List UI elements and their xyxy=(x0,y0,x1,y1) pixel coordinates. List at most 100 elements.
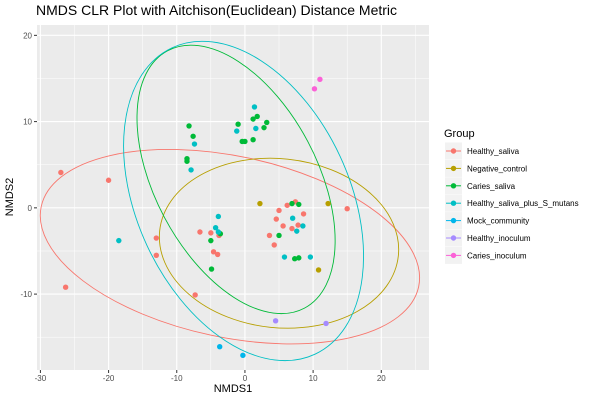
point-healthy-saliva xyxy=(210,249,217,255)
legend-label: Healthy_inoculum xyxy=(467,234,531,243)
point-healthy-saliva xyxy=(153,235,160,241)
x-tick-label: -30 xyxy=(35,374,47,383)
y-tick-label: 0 xyxy=(28,204,33,213)
x-axis-title: NMDS1 xyxy=(214,383,253,395)
x-tick-label: -10 xyxy=(171,374,183,383)
point-healthy-saliva-plus-s-mutans xyxy=(191,141,198,147)
legend-key-point xyxy=(450,165,457,172)
point-healthy-saliva-plus-s-mutans xyxy=(307,254,314,260)
ellipse-negative-control xyxy=(158,157,400,329)
point-healthy-saliva xyxy=(214,251,221,258)
ellipse-healthy-saliva xyxy=(39,148,421,345)
grid-lines xyxy=(37,25,429,370)
point-healthy-saliva-plus-s-mutans xyxy=(116,237,122,244)
point-healthy-inoculum xyxy=(272,318,279,324)
point-healthy-saliva-plus-s-mutans xyxy=(215,229,222,235)
legend: Group Healthy_saliva Negative_control Cari… xyxy=(444,128,579,264)
plot-panel xyxy=(37,25,429,370)
point-caries-saliva xyxy=(261,124,267,131)
point-caries-saliva xyxy=(254,113,260,120)
point-healthy-saliva-plus-s-mutans xyxy=(289,215,296,221)
point-caries-saliva xyxy=(208,266,215,272)
point-healthy-saliva xyxy=(105,177,112,183)
point-healthy-saliva xyxy=(153,252,160,258)
legend-key-point xyxy=(450,200,457,206)
x-tick-label: -20 xyxy=(103,374,115,383)
legend-key-point xyxy=(450,183,457,189)
point-healthy-saliva-plus-s-mutans xyxy=(294,228,300,234)
point-caries-saliva xyxy=(190,133,196,139)
point-caries-saliva xyxy=(242,138,248,145)
point-caries-saliva xyxy=(276,232,282,239)
point-healthy-saliva xyxy=(284,202,290,208)
point-healthy-saliva-plus-s-mutans xyxy=(300,223,306,229)
legend-item-healthy-saliva-plus-s-mutans: Healthy_saliva_plus_S_mutans xyxy=(445,194,579,212)
legend-key-point xyxy=(450,235,457,241)
confidence-ellipses xyxy=(39,40,421,362)
legend-label: Caries_saliva xyxy=(467,182,516,191)
point-healthy-saliva-plus-s-mutans xyxy=(253,125,259,132)
point-negative-control xyxy=(257,200,263,207)
axis-ticks: -30 -20 -10 0 10 20 -10 0 10 20 xyxy=(20,31,386,383)
y-tick-label: 20 xyxy=(23,31,32,40)
legend-item-healthy-inoculum: Healthy_inoculum xyxy=(445,229,531,247)
point-caries-saliva xyxy=(296,201,302,208)
point-healthy-saliva xyxy=(273,216,279,222)
point-healthy-saliva xyxy=(289,225,295,232)
point-healthy-saliva xyxy=(280,223,286,229)
point-caries-saliva xyxy=(291,256,298,262)
point-healthy-saliva-plus-s-mutans xyxy=(234,128,240,134)
data-points xyxy=(58,76,350,359)
point-healthy-saliva xyxy=(62,284,69,290)
legend-item-healthy-saliva: Healthy_saliva xyxy=(445,142,520,160)
y-tick-label: -10 xyxy=(20,290,32,299)
chart-title: NMDS CLR Plot with Aitchison(Euclidean) … xyxy=(36,2,397,18)
point-healthy-saliva xyxy=(300,211,307,217)
legend-label: Healthy_saliva_plus_S_mutans xyxy=(467,199,579,208)
legend-item-negative-control: Negative_control xyxy=(445,159,527,177)
point-healthy-saliva xyxy=(266,232,273,239)
point-negative-control xyxy=(315,267,322,273)
point-caries-saliva xyxy=(208,237,214,244)
legend-key-point xyxy=(450,148,457,154)
y-axis-title: NMDS2 xyxy=(4,178,16,217)
point-caries-saliva xyxy=(296,255,302,261)
point-healthy-saliva-plus-s-mutans xyxy=(251,104,258,110)
legend-item-mock-community: Mock_community xyxy=(445,212,529,230)
point-healthy-saliva xyxy=(344,206,350,212)
legend-label: Healthy_saliva xyxy=(467,147,520,156)
point-mock-community xyxy=(217,344,223,350)
point-caries-saliva xyxy=(289,200,295,207)
point-healthy-saliva-plus-s-mutans xyxy=(281,254,288,260)
y-tick-label: 10 xyxy=(23,118,32,127)
point-healthy-inoculum xyxy=(323,320,329,327)
point-caries-saliva xyxy=(264,119,270,126)
legend-item-caries-inoculum: Caries_inoculum xyxy=(445,246,527,264)
point-caries-inoculum xyxy=(311,86,318,92)
x-tick-label: 0 xyxy=(243,374,248,383)
point-healthy-saliva xyxy=(276,207,282,214)
point-healthy-saliva-plus-s-mutans xyxy=(212,224,219,231)
point-healthy-saliva xyxy=(295,222,301,228)
point-mock-community xyxy=(240,352,246,359)
point-healthy-saliva xyxy=(192,292,198,298)
point-healthy-saliva-plus-s-mutans xyxy=(188,167,194,173)
point-negative-control xyxy=(325,200,331,207)
point-caries-inoculum xyxy=(317,76,323,83)
legend-key-point xyxy=(450,252,457,259)
x-tick-label: 10 xyxy=(309,374,318,383)
ellipse-caries-saliva xyxy=(136,44,336,315)
point-healthy-saliva xyxy=(208,230,214,236)
ellipse-healthy-saliva-plus-s-mutans xyxy=(123,40,364,362)
point-caries-saliva xyxy=(186,123,192,129)
legend-item-caries-saliva: Caries_saliva xyxy=(445,177,516,195)
legend-title: Group xyxy=(444,128,475,140)
point-healthy-saliva xyxy=(197,229,203,235)
point-caries-saliva xyxy=(235,121,241,127)
point-caries-saliva xyxy=(250,116,256,122)
point-healthy-saliva xyxy=(271,242,277,248)
legend-key-point xyxy=(450,217,457,224)
legend-label: Negative_control xyxy=(467,164,527,173)
point-healthy-saliva-plus-s-mutans xyxy=(215,213,222,220)
